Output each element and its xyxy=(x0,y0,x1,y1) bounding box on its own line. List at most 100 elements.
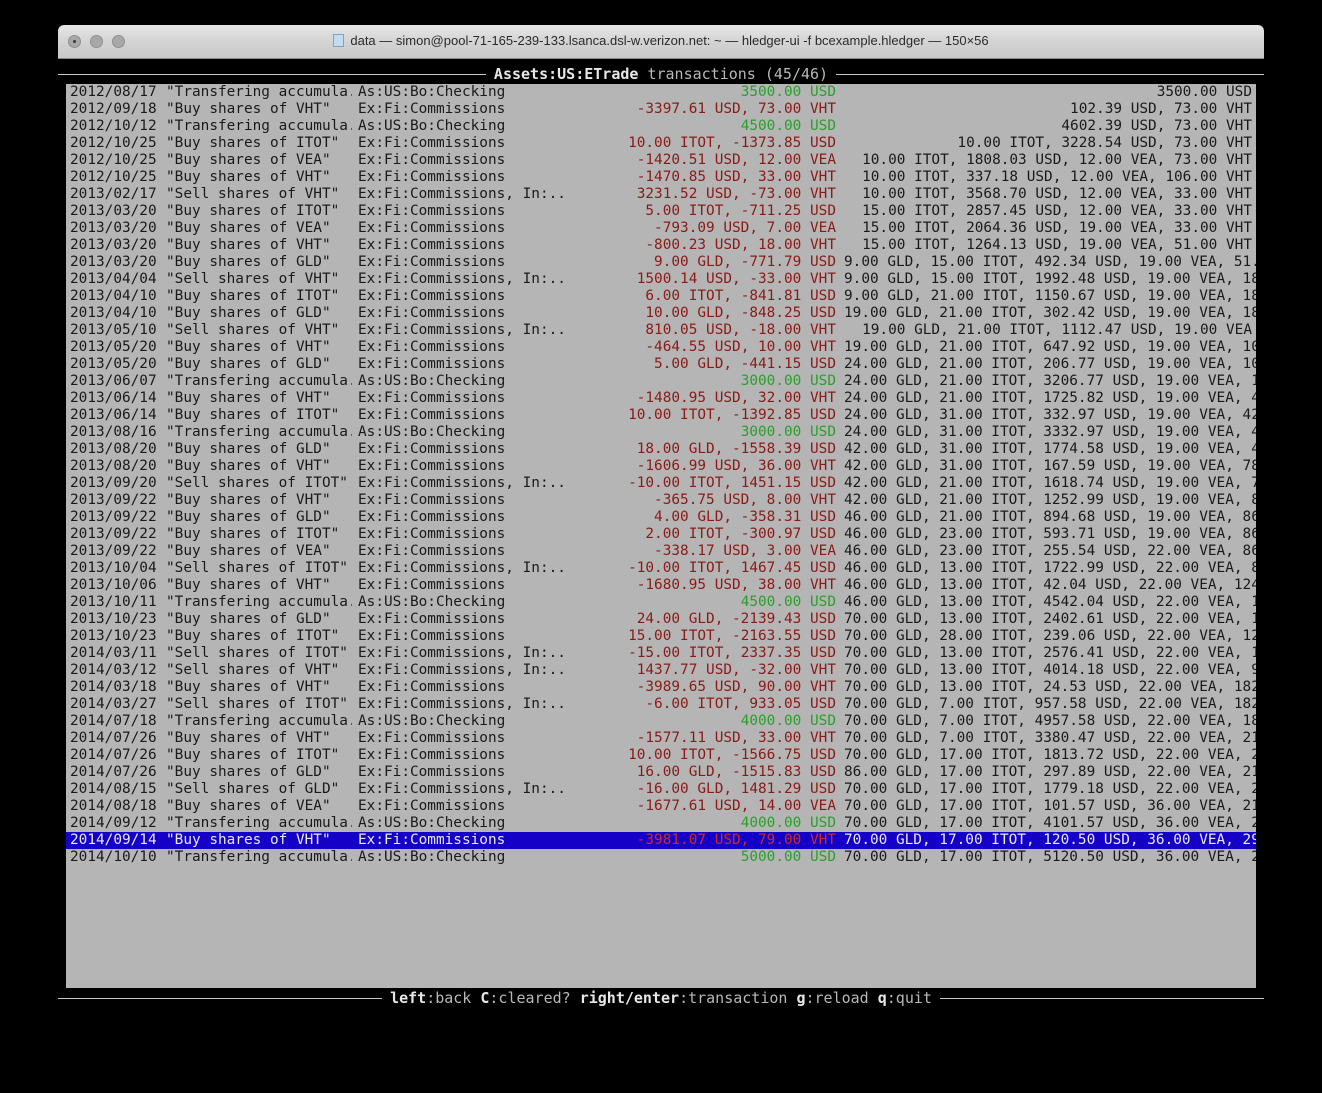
row-balance: 70.00 GLD, 13.00 ITOT, 2576.41 USD, 22.0… xyxy=(844,645,1256,661)
window-title-text: data — simon@pool-71-165-239-133.lsanca.… xyxy=(350,33,989,48)
row-account: Ex:Fi:Commissions xyxy=(358,611,506,627)
row-amount: -1677.61 USD, 14.00 VEA xyxy=(636,798,836,814)
table-row[interactable]: 2013/08/20 "Buy shares of GLD" Ex:Fi:Commi… xyxy=(66,441,1256,458)
table-row[interactable]: 2014/09/14 "Buy shares of VHT" Ex:Fi:Commi… xyxy=(66,832,1256,849)
table-row[interactable]: 2012/10/12 "Transfering accumula.. As:US:B… xyxy=(66,118,1256,135)
table-row[interactable]: 2013/10/23 "Buy shares of ITOT" Ex:Fi:Comm… xyxy=(66,628,1256,645)
row-date: 2013/04/10 xyxy=(70,305,157,321)
row-description: "Buy shares of VHT" xyxy=(166,237,331,253)
table-row[interactable]: 2013/04/10 "Buy shares of GLD" Ex:Fi:Commi… xyxy=(66,305,1256,322)
row-amount: -3989.65 USD, 90.00 VHT xyxy=(636,679,836,695)
scrollbar-gutter[interactable] xyxy=(1256,84,1264,996)
footer-key[interactable]: g xyxy=(796,989,806,1007)
row-date: 2012/10/12 xyxy=(70,118,157,134)
row-amount: 3000.00 USD xyxy=(740,373,836,389)
row-description: "Sell shares of ITOT" xyxy=(166,560,348,576)
row-account: Ex:Fi:Commissions xyxy=(358,152,506,168)
row-account: Ex:Fi:Commissions xyxy=(358,628,506,644)
row-date: 2013/05/10 xyxy=(70,322,157,338)
row-balance: 70.00 GLD, 17.00 ITOT, 4101.57 USD, 36.0… xyxy=(844,815,1256,831)
row-balance: 86.00 GLD, 17.00 ITOT, 297.89 USD, 22.00… xyxy=(844,764,1256,780)
table-row[interactable]: 2012/10/25 "Buy shares of VEA" Ex:Fi:Commi… xyxy=(66,152,1256,169)
table-row[interactable]: 2013/03/20 "Buy shares of GLD" Ex:Fi:Commi… xyxy=(66,254,1256,271)
row-account: Ex:Fi:Commissions xyxy=(358,526,506,542)
row-date: 2014/07/26 xyxy=(70,764,157,780)
row-description: "Sell shares of ITOT" xyxy=(166,475,348,491)
table-row[interactable]: 2013/03/20 "Buy shares of VHT" Ex:Fi:Commi… xyxy=(66,237,1256,254)
row-description: "Buy shares of GLD" xyxy=(166,305,331,321)
table-row[interactable]: 2013/09/22 "Buy shares of GLD" Ex:Fi:Commi… xyxy=(66,509,1256,526)
table-row[interactable]: 2014/07/26 "Buy shares of VHT" Ex:Fi:Commi… xyxy=(66,730,1256,747)
table-row[interactable]: 2013/05/20 "Buy shares of VHT" Ex:Fi:Commi… xyxy=(66,339,1256,356)
table-row[interactable]: 2013/09/20 "Sell shares of ITOT" Ex:Fi:Com… xyxy=(66,475,1256,492)
row-balance: 70.00 GLD, 28.00 ITOT, 239.06 USD, 22.00… xyxy=(844,628,1256,644)
row-amount: -1470.85 USD, 33.00 VHT xyxy=(636,169,836,185)
table-row[interactable]: 2014/09/12 "Transfering accumula.. As:US:B… xyxy=(66,815,1256,832)
minimize-button[interactable] xyxy=(90,35,103,48)
table-row[interactable]: 2014/07/18 "Transfering accumula.. As:US:B… xyxy=(66,713,1256,730)
table-row[interactable]: 2014/08/18 "Buy shares of VEA" Ex:Fi:Commi… xyxy=(66,798,1256,815)
row-balance: 70.00 GLD, 17.00 ITOT, 120.50 USD, 36.00… xyxy=(844,832,1256,848)
maximize-button[interactable] xyxy=(112,35,125,48)
table-row[interactable]: 2014/03/18 "Buy shares of VHT" Ex:Fi:Commi… xyxy=(66,679,1256,696)
table-row[interactable]: 2012/09/18 "Buy shares of VHT" Ex:Fi:Commi… xyxy=(66,101,1256,118)
row-account: Ex:Fi:Commissions xyxy=(358,339,506,355)
table-row[interactable]: 2014/03/27 "Sell shares of ITOT" Ex:Fi:Com… xyxy=(66,696,1256,713)
table-row[interactable]: 2013/08/16 "Transfering accumula.. As:US:B… xyxy=(66,424,1256,441)
footer-key[interactable]: right/enter xyxy=(579,989,680,1007)
row-balance: 19.00 GLD, 21.00 ITOT, 1112.47 USD, 19.0… xyxy=(862,322,1252,338)
table-row[interactable]: 2014/03/11 "Sell shares of ITOT" Ex:Fi:Com… xyxy=(66,645,1256,662)
row-description: "Transfering accumula.. xyxy=(166,849,352,865)
table-row[interactable]: 2014/10/10 "Transfering accumula.. As:US:B… xyxy=(66,849,1256,866)
table-row[interactable]: 2013/03/20 "Buy shares of ITOT" Ex:Fi:Comm… xyxy=(66,203,1256,220)
table-row[interactable]: 2013/04/04 "Sell shares of VHT" Ex:Fi:Comm… xyxy=(66,271,1256,288)
table-row[interactable]: 2014/07/26 "Buy shares of GLD" Ex:Fi:Commi… xyxy=(66,764,1256,781)
window-title: data — simon@pool-71-165-239-133.lsanca.… xyxy=(58,33,1264,48)
table-row[interactable]: 2013/02/17 "Sell shares of VHT" Ex:Fi:Comm… xyxy=(66,186,1256,203)
table-row[interactable]: 2013/10/04 "Sell shares of ITOT" Ex:Fi:Com… xyxy=(66,560,1256,577)
footer-key[interactable]: left xyxy=(390,989,427,1007)
table-row[interactable]: 2013/03/20 "Buy shares of VEA" Ex:Fi:Commi… xyxy=(66,220,1256,237)
footer-key[interactable]: C xyxy=(480,989,490,1007)
table-row[interactable]: 2013/05/20 "Buy shares of GLD" Ex:Fi:Commi… xyxy=(66,356,1256,373)
row-account: As:US:Bo:Checking xyxy=(358,424,506,440)
table-row[interactable]: 2013/06/14 "Buy shares of ITOT" Ex:Fi:Comm… xyxy=(66,407,1256,424)
row-balance: 46.00 GLD, 13.00 ITOT, 42.04 USD, 22.00 … xyxy=(844,577,1256,593)
table-row[interactable]: 2013/10/11 "Transfering accumula.. As:US:B… xyxy=(66,594,1256,611)
terminal-viewport[interactable]: Assets:US:ETrade transactions (45/46) 20… xyxy=(58,59,1264,1015)
row-date: 2013/03/20 xyxy=(70,203,157,219)
row-description: "Sell shares of ITOT" xyxy=(166,645,348,661)
row-description: "Buy shares of VEA" xyxy=(166,152,331,168)
table-row[interactable]: 2013/04/10 "Buy shares of ITOT" Ex:Fi:Comm… xyxy=(66,288,1256,305)
row-date: 2014/07/26 xyxy=(70,747,157,763)
row-account: Ex:Fi:Commissions xyxy=(358,492,506,508)
window-titlebar[interactable]: data — simon@pool-71-165-239-133.lsanca.… xyxy=(58,25,1264,59)
table-row[interactable]: 2013/09/22 "Buy shares of VHT" Ex:Fi:Commi… xyxy=(66,492,1256,509)
table-row[interactable]: 2012/10/25 "Buy shares of ITOT" Ex:Fi:Comm… xyxy=(66,135,1256,152)
row-description: "Transfering accumula.. xyxy=(166,713,352,729)
table-row[interactable]: 2013/09/22 "Buy shares of VEA" Ex:Fi:Commi… xyxy=(66,543,1256,560)
row-balance: 15.00 ITOT, 1264.13 USD, 19.00 VEA, 51.0… xyxy=(862,237,1252,253)
table-row[interactable]: 2012/10/25 "Buy shares of VHT" Ex:Fi:Commi… xyxy=(66,169,1256,186)
row-balance: 10.00 ITOT, 3568.70 USD, 12.00 VEA, 33.0… xyxy=(862,186,1252,202)
table-row[interactable]: 2013/10/23 "Buy shares of GLD" Ex:Fi:Commi… xyxy=(66,611,1256,628)
table-row[interactable]: 2014/08/15 "Sell shares of GLD" Ex:Fi:Comm… xyxy=(66,781,1256,798)
table-row[interactable]: 2013/09/22 "Buy shares of ITOT" Ex:Fi:Comm… xyxy=(66,526,1256,543)
row-account: Ex:Fi:Commissions xyxy=(358,101,506,117)
close-button[interactable] xyxy=(68,35,81,48)
footer-rule-left xyxy=(58,997,383,999)
row-balance: 102.39 USD, 73.00 VHT xyxy=(1070,101,1252,117)
table-row[interactable]: 2012/08/17 "Transfering accumula.. As:US:B… xyxy=(66,84,1256,101)
table-row[interactable]: 2014/03/12 "Sell shares of VHT" Ex:Fi:Comm… xyxy=(66,662,1256,679)
table-row[interactable]: 2014/07/26 "Buy shares of ITOT" Ex:Fi:Comm… xyxy=(66,747,1256,764)
row-date: 2014/09/14 xyxy=(70,832,157,848)
table-row[interactable]: 2013/06/14 "Buy shares of VHT" Ex:Fi:Commi… xyxy=(66,390,1256,407)
table-row[interactable]: 2013/08/20 "Buy shares of VHT" Ex:Fi:Commi… xyxy=(66,458,1256,475)
footer-key[interactable]: q xyxy=(877,989,887,1007)
table-row[interactable]: 2013/06/07 "Transfering accumula.. As:US:B… xyxy=(66,373,1256,390)
table-row[interactable]: 2013/10/06 "Buy shares of VHT" Ex:Fi:Commi… xyxy=(66,577,1256,594)
transactions-list[interactable]: 2012/08/17 "Transfering accumula.. As:US:B… xyxy=(66,84,1256,996)
row-balance: 42.00 GLD, 21.00 ITOT, 1252.99 USD, 19.0… xyxy=(844,492,1256,508)
table-row[interactable]: 2013/05/10 "Sell shares of VHT" Ex:Fi:Comm… xyxy=(66,322,1256,339)
row-balance: 15.00 ITOT, 2064.36 USD, 19.00 VEA, 33.0… xyxy=(862,220,1252,236)
